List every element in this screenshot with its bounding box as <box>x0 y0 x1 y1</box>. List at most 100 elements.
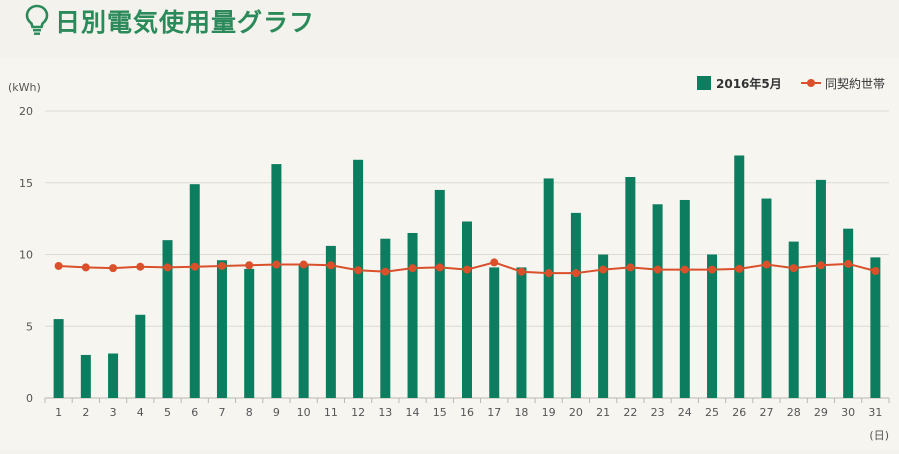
x-tick-label: 18 <box>514 406 528 419</box>
x-tick-label: 24 <box>678 406 692 419</box>
x-tick-label: 26 <box>732 406 746 419</box>
x-tick-label: 2 <box>82 406 89 419</box>
x-tick-label: 20 <box>569 406 583 419</box>
x-tick-label: 25 <box>705 406 719 419</box>
bar <box>80 354 91 398</box>
x-tick-label: 16 <box>460 406 474 419</box>
x-tick-label: 31 <box>868 406 882 419</box>
legend-label: 同契約世帯 <box>825 76 885 91</box>
line-point <box>190 262 199 271</box>
line-point <box>81 263 90 272</box>
legend-swatch-bar <box>697 76 711 90</box>
line-point <box>571 269 580 278</box>
bar <box>271 164 282 398</box>
line-point <box>844 259 853 268</box>
bar <box>108 353 119 398</box>
x-tick-label: 17 <box>487 406 501 419</box>
bar <box>353 159 364 398</box>
y-tick-label: 0 <box>26 392 33 405</box>
y-tick-label: 15 <box>19 177 33 190</box>
bar <box>870 257 881 398</box>
line-point <box>544 269 553 278</box>
x-tick-label: 22 <box>623 406 637 419</box>
line-point <box>163 263 172 272</box>
line-point <box>54 261 63 270</box>
bar <box>707 254 718 398</box>
x-tick-label: 30 <box>841 406 855 419</box>
line-point <box>680 265 689 274</box>
line-point <box>435 263 444 272</box>
bar <box>843 228 854 398</box>
chart-panel: 0 5 10 15 20 (kWh) 1 2 3 4 5 6 7 8 9 10 11 12 13 14 15 16 17 18… <box>0 58 899 450</box>
x-tick-label: 29 <box>814 406 828 419</box>
x-tick-label: 28 <box>787 406 801 419</box>
bar <box>407 232 418 398</box>
y-axis-label: (kWh) <box>8 81 41 94</box>
bar <box>53 319 64 398</box>
line-point <box>789 264 798 273</box>
line-point <box>871 267 880 276</box>
bar <box>734 155 745 398</box>
y-tick-label: 20 <box>19 105 33 118</box>
bar <box>788 241 799 398</box>
y-tick-label: 10 <box>19 249 33 262</box>
line-point <box>272 260 281 269</box>
line-point <box>463 265 471 274</box>
line-point <box>408 264 417 273</box>
line-point <box>762 260 771 269</box>
line-point <box>626 263 635 272</box>
line-point <box>381 267 390 276</box>
page-header: 日別電気使用量グラフ <box>0 0 899 48</box>
x-tick-label: 6 <box>191 406 198 419</box>
y-tick-label: 5 <box>26 320 33 333</box>
line-point <box>354 266 363 275</box>
x-tick-label: 1 <box>55 406 62 419</box>
bar <box>625 177 636 398</box>
bar <box>815 179 826 398</box>
line-point <box>599 265 608 274</box>
line-point <box>490 258 499 267</box>
line-point <box>653 265 662 274</box>
x-tick-label: 11 <box>324 406 338 419</box>
bar <box>570 212 581 398</box>
x-tick-label: 19 <box>542 406 556 419</box>
x-tick-label: 5 <box>164 406 171 419</box>
line-point <box>245 261 254 270</box>
x-tick-label: 7 <box>218 406 225 419</box>
bar <box>543 178 554 398</box>
bar <box>189 184 200 398</box>
line-point <box>109 264 118 273</box>
bar <box>516 267 527 398</box>
legend-label: 2016年5月 <box>716 76 782 91</box>
page-title: 日別電気使用量グラフ <box>55 8 316 37</box>
x-tick-label: 23 <box>651 406 665 419</box>
line-point <box>708 265 717 274</box>
x-tick-label: 15 <box>433 406 447 419</box>
bar <box>679 199 690 398</box>
bar <box>598 254 609 398</box>
line-point <box>326 261 335 270</box>
x-axis-label: (日) <box>869 429 889 442</box>
line-point <box>816 261 825 270</box>
x-tick-label: 13 <box>378 406 392 419</box>
bar <box>489 267 500 398</box>
bar <box>434 189 445 398</box>
bar <box>761 198 772 398</box>
bar <box>135 314 146 398</box>
bar <box>244 268 255 398</box>
line-point <box>735 264 744 273</box>
bar <box>325 245 336 398</box>
x-tick-label: 27 <box>759 406 773 419</box>
line-point <box>517 267 526 276</box>
lightbulb-icon <box>25 4 49 35</box>
bar <box>298 264 309 398</box>
x-tick-label: 3 <box>110 406 117 419</box>
bar <box>216 260 227 398</box>
x-tick-label: 21 <box>596 406 610 419</box>
x-tick-label: 10 <box>297 406 311 419</box>
x-tick-label: 9 <box>273 406 280 419</box>
x-tick-label: 8 <box>246 406 253 419</box>
line-point <box>136 262 145 271</box>
bar <box>462 221 472 398</box>
